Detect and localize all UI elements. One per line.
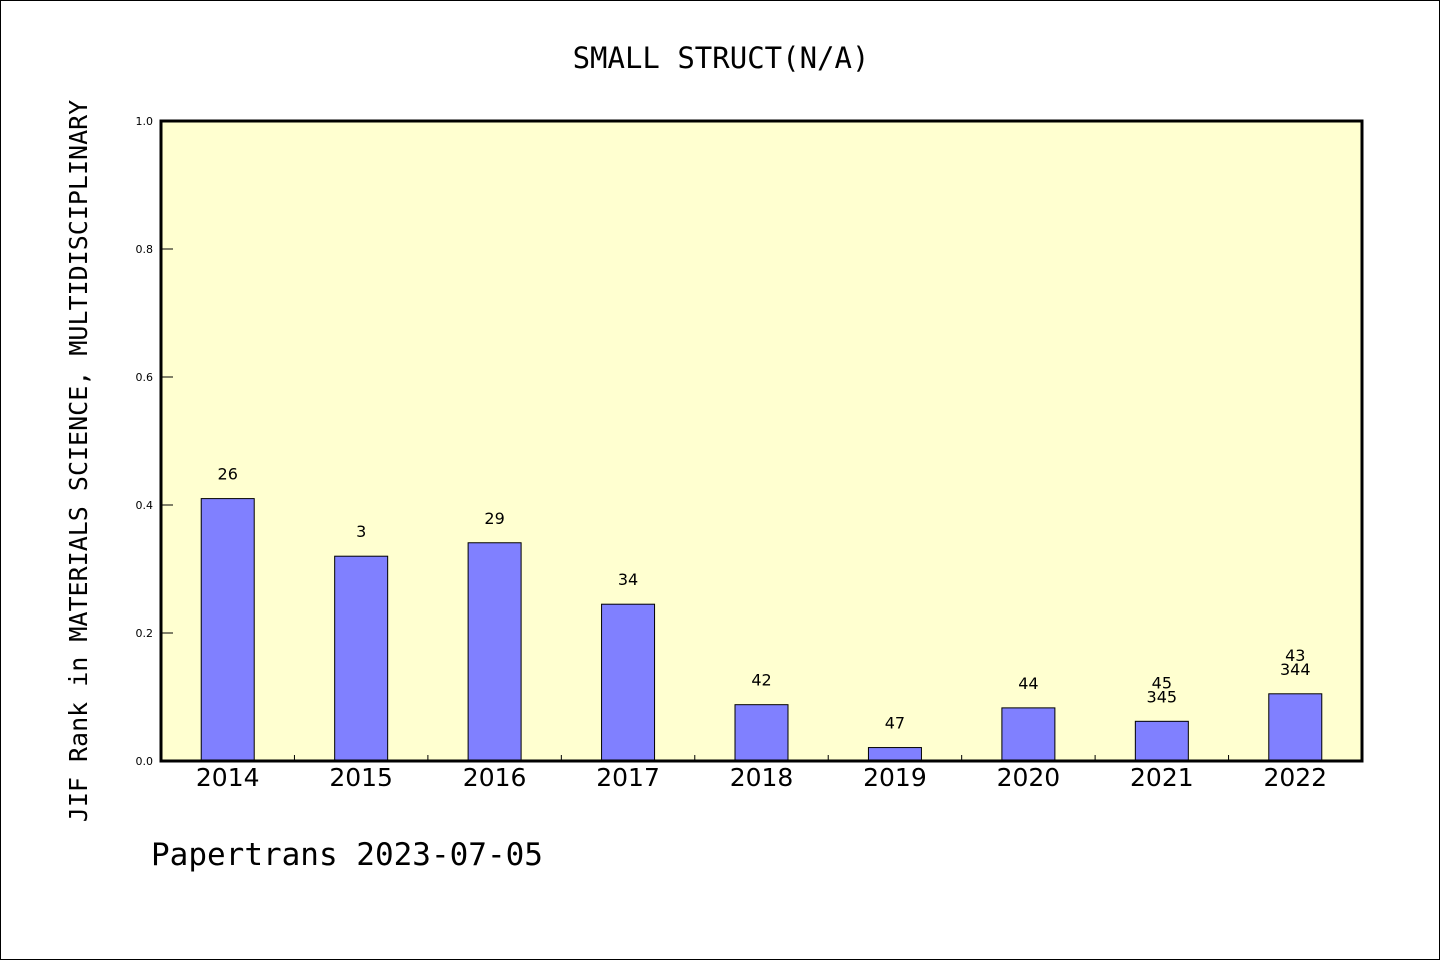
bar-2016 xyxy=(467,542,522,762)
x-category-label: 2020 xyxy=(997,763,1061,792)
x-category-label: 2016 xyxy=(463,763,527,792)
bar-2014 xyxy=(200,498,255,762)
data-label-2021: 345 xyxy=(1147,687,1178,706)
plot-border xyxy=(159,119,1364,763)
bar-2015 xyxy=(334,555,389,762)
y-ticks-layer: 0.0 0.2 0.4 0.6 0.8 1.0 xyxy=(136,115,173,768)
data-label-2020: 44 xyxy=(1018,674,1038,693)
y-tick-label: 0.4 xyxy=(136,499,154,512)
bar-2018 xyxy=(734,704,789,762)
x-category-label: 2022 xyxy=(1263,763,1327,792)
bar-2020 xyxy=(1001,707,1056,762)
x-category-label: 2017 xyxy=(596,763,660,792)
y-tick-label: 0.2 xyxy=(136,627,154,640)
y-axis-label: JIF Rank in MATERIALS SCIENCE, MULTIDISC… xyxy=(64,100,93,822)
y-tick-label: 1.0 xyxy=(136,115,154,128)
data-label-2015: 3 xyxy=(356,522,366,541)
data-label-2014: 26 xyxy=(218,465,238,484)
bar-2019 xyxy=(867,747,922,762)
y-tick-label: 0.6 xyxy=(136,371,154,384)
bar-2021 xyxy=(1134,720,1189,762)
data-label-2017: 34 xyxy=(618,570,638,589)
data-label-2022: 344 xyxy=(1280,660,1311,679)
y-tick-label: 0.8 xyxy=(136,243,154,256)
x-category-label: 2014 xyxy=(196,763,260,792)
x-category-label: 2019 xyxy=(863,763,927,792)
x-category-label: 2021 xyxy=(1130,763,1194,792)
data-label-2022: 43 xyxy=(1285,646,1305,665)
data-label-2018: 42 xyxy=(751,671,771,690)
bar-2017 xyxy=(601,603,656,762)
footer-watermark: Papertrans 2023-07-05 xyxy=(151,837,543,873)
x-ticks-layer: 2014 2015 2016 2017 2018 2019 2020 2021 2022 xyxy=(196,755,1327,792)
data-label-2021: 45 xyxy=(1152,673,1172,692)
x-category-label: 2015 xyxy=(329,763,393,792)
data-label-2016: 29 xyxy=(484,509,504,528)
bar-2022 xyxy=(1268,693,1323,762)
data-label-2019: 47 xyxy=(885,714,905,733)
x-category-label: 2018 xyxy=(730,763,794,792)
y-tick-label: 0.0 xyxy=(136,755,154,768)
bars-layer xyxy=(200,498,1323,762)
chart-title: SMALL STRUCT(N/A) xyxy=(573,41,870,75)
